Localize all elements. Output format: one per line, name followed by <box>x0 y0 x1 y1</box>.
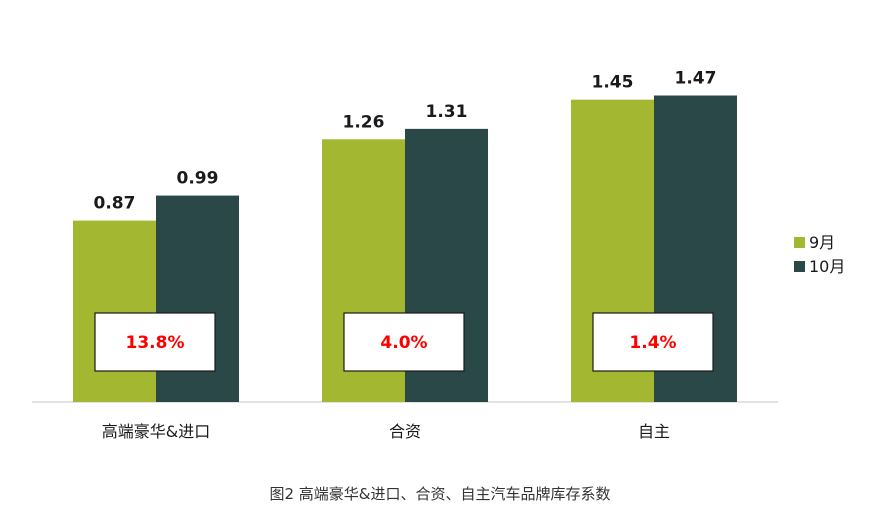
value-label-oct-2: 1.47 <box>675 69 717 89</box>
change-label-1: 4.0% <box>380 333 427 353</box>
category-label-0: 高端豪华&进口 <box>102 422 210 441</box>
category-label-1: 合资 <box>389 422 421 441</box>
value-label-oct-1: 1.31 <box>426 102 468 122</box>
legend-label-0: 9月 <box>809 233 835 252</box>
change-box-0 <box>94 312 216 372</box>
chart-caption: 图2 高端豪华&进口、合资、自主汽车品牌库存系数 <box>269 485 611 503</box>
value-label-sep-0: 0.87 <box>94 194 136 214</box>
value-label-oct-0: 0.99 <box>177 169 219 189</box>
change-label-0: 13.8% <box>126 333 185 353</box>
bar-sep-0 <box>73 220 156 402</box>
value-label-sep-1: 1.26 <box>343 112 385 132</box>
value-label-sep-2: 1.45 <box>592 73 634 93</box>
legend-swatch-1 <box>794 261 805 272</box>
change-box-1 <box>343 312 465 372</box>
category-label-2: 自主 <box>638 422 670 441</box>
change-box-2 <box>592 312 714 372</box>
legend-label-1: 10月 <box>809 257 845 276</box>
legend-swatch-0 <box>794 237 805 248</box>
change-label-2: 1.4% <box>629 333 676 353</box>
